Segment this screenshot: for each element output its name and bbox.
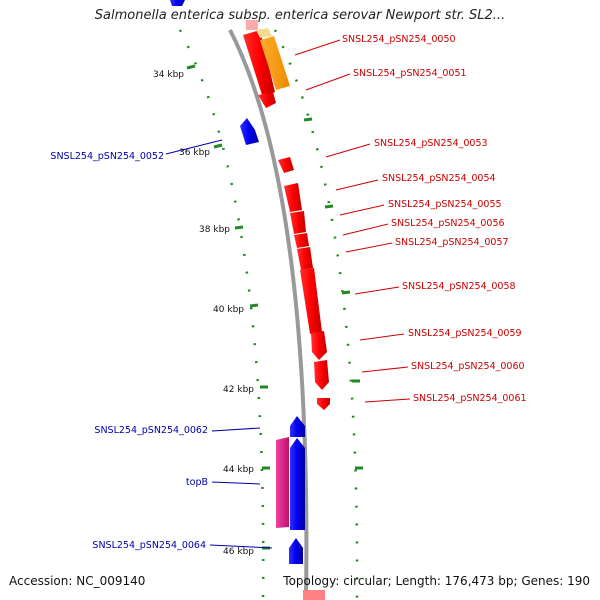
gene-feature: [290, 416, 305, 437]
gene-feature: [170, 0, 185, 6]
gene-feature: [297, 247, 313, 270]
gene-label[interactable]: SNSL254_pSN254_0053: [374, 138, 488, 149]
gene-label[interactable]: SNSL254_pSN254_0058: [402, 281, 516, 292]
gene-feature: [294, 233, 309, 248]
gene-label[interactable]: SNSL254_pSN254_0057: [395, 237, 509, 248]
gene-feature: [246, 20, 258, 30]
tick-label: 46 kbp: [223, 547, 254, 557]
leader-lines-red: [294, 39, 411, 403]
inner-dotted-ring: [178, 29, 265, 600]
gene-label[interactable]: SNSL254_pSN254_0052: [50, 151, 164, 162]
gene-label[interactable]: SNSL254_pSN254_0056: [391, 218, 505, 229]
tick-label: 42 kbp: [223, 385, 254, 395]
gene-label[interactable]: topB: [186, 477, 208, 488]
gene-feature: [290, 438, 305, 530]
gene-feature: [243, 30, 275, 98]
gene-feature: [240, 118, 259, 145]
gene-label[interactable]: SNSL254_pSN254_0055: [388, 199, 502, 210]
gene-feature: [317, 398, 330, 410]
gene-feature-orange: [256, 28, 272, 38]
gene-feature: [290, 211, 306, 234]
gene-label[interactable]: SNSL254_pSN254_0060: [411, 361, 525, 372]
gene-label[interactable]: SNSL254_pSN254_0054: [382, 173, 496, 184]
tick-label: 38 kbp: [199, 225, 230, 235]
gene-label[interactable]: SNSL254_pSN254_0050: [342, 34, 456, 45]
tick-label: 40 kbp: [213, 305, 244, 315]
gene-label[interactable]: SNSL254_pSN254_0064: [92, 540, 206, 551]
gene-feature-orange: [260, 36, 290, 90]
accession-text: Accession: NC_009140: [9, 574, 146, 588]
reverse-strand-genes: [243, 20, 330, 600]
gene-feature: [284, 183, 302, 212]
gene-label[interactable]: SNSL254_pSN254_0062: [94, 425, 208, 436]
gene-label[interactable]: SNSL254_pSN254_0051: [353, 68, 467, 79]
tick-label: 36 kbp: [179, 148, 210, 158]
gene-feature: [300, 268, 322, 334]
gene-feature: [303, 590, 325, 600]
gene-label[interactable]: SNSL254_pSN254_0059: [408, 328, 522, 339]
gene-feature: [258, 92, 276, 108]
gene-feature-pink: [276, 437, 289, 528]
map-title: Salmonella enterica subsp. enterica sero…: [94, 8, 506, 23]
gene-label[interactable]: SNSL254_pSN254_0061: [413, 393, 527, 404]
forward-strand-genes: [170, 0, 305, 564]
gene-feature: [314, 360, 329, 390]
gene-feature: [278, 157, 294, 173]
tick-marks: [186, 64, 363, 550]
tick-label: 34 kbp: [153, 70, 184, 80]
topology-summary: Topology: circular; Length: 176,473 bp; …: [283, 574, 590, 588]
backbone-ring: [228, 29, 309, 600]
gene-feature: [289, 538, 303, 564]
leader-lines-blue: [165, 139, 273, 549]
tick-label: 44 kbp: [223, 465, 254, 475]
gene-feature: [311, 331, 327, 360]
